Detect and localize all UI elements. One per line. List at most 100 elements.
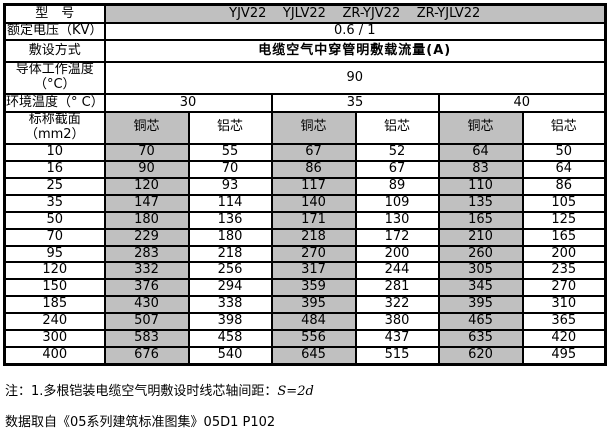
ampacity-cell: 180 [187, 227, 273, 247]
ampacity-cell: 70 [187, 159, 273, 179]
ampacity-cell: 235 [521, 261, 607, 281]
ampacity-cell: 380 [354, 312, 440, 332]
ampacity-cell: 70 [103, 142, 190, 162]
conductor-temp-label: 导体工作温度（°C） [3, 61, 106, 95]
ampacity-cell: 395 [270, 295, 357, 315]
ampacity-cell: 583 [103, 329, 190, 349]
ampacity-cell: 55 [187, 142, 273, 162]
ambient-35: 35 [270, 93, 440, 113]
ampacity-cell: 281 [354, 278, 440, 298]
table-row: 95 283 218 270 200 260 200 [3, 244, 607, 264]
ampacity-cell: 398 [187, 312, 273, 332]
size-cell: 240 [3, 312, 106, 332]
ambient-30: 30 [103, 93, 273, 113]
conductor-temp-value: 90 [103, 61, 607, 95]
size-cell: 185 [3, 295, 106, 315]
ampacity-cell: 105 [521, 193, 607, 213]
ampacity-cell: 676 [103, 346, 190, 366]
ampacity-cell: 180 [103, 210, 190, 230]
ampacity-cell: 200 [354, 244, 440, 264]
table-row: 10 70 55 67 52 64 50 [3, 142, 607, 162]
ampacity-cell: 114 [187, 193, 273, 213]
ampacity-cell: 256 [187, 261, 273, 281]
conductor-temp-row: 导体工作温度（°C） 90 [3, 61, 607, 95]
ampacity-cell: 484 [270, 312, 357, 332]
table-row: 35 147 114 140 109 135 105 [3, 193, 607, 213]
ampacity-cell: 310 [521, 295, 607, 315]
size-cell: 16 [3, 159, 106, 179]
ampacity-cell: 90 [103, 159, 190, 179]
voltage-label: 额定电压（KV） [3, 22, 106, 41]
ampacity-cell: 430 [103, 295, 190, 315]
ampacity-cell: 200 [521, 244, 607, 264]
ampacity-cell: 86 [521, 176, 607, 196]
model-row: 型 号 YJV22 YJLV22 ZR-YJV22 ZR-YJLV22 [3, 3, 607, 24]
ampacity-cell: 125 [521, 210, 607, 230]
note-source: 数据取自《05系列建筑标准图集》05D1 P102 [5, 415, 276, 431]
ampacity-cell: 495 [521, 346, 607, 366]
ampacity-cell: 165 [437, 210, 524, 230]
ampacity-cell: 317 [270, 261, 357, 281]
core-cu-40: 铜芯 [437, 111, 524, 145]
ampacity-cell: 338 [187, 295, 273, 315]
ampacity-cell: 645 [270, 346, 357, 366]
ampacity-cell: 218 [270, 227, 357, 247]
core-cu-30: 铜芯 [103, 111, 190, 145]
ampacity-cell: 172 [354, 227, 440, 247]
section-label: 标称截面（mm2） [3, 111, 106, 145]
ampacity-cell: 210 [437, 227, 524, 247]
ambient-40: 40 [437, 93, 607, 113]
size-cell: 25 [3, 176, 106, 196]
core-header-row: 标称截面（mm2） 铜芯 铝芯 铜芯 铝芯 铜芯 铝芯 [3, 111, 607, 145]
ampacity-cell: 465 [437, 312, 524, 332]
table-row: 16 90 70 86 67 83 64 [3, 159, 607, 179]
ampacity-cell: 136 [187, 210, 273, 230]
ampacity-cell: 130 [354, 210, 440, 230]
size-cell: 400 [3, 346, 106, 366]
ampacity-cell: 83 [437, 159, 524, 179]
ampacity-cell: 64 [437, 142, 524, 162]
ampacity-cell: 109 [354, 193, 440, 213]
table-row: 150 376 294 359 281 345 270 [3, 278, 607, 298]
table-title: 电缆空气中穿管明敷载流量(A) [103, 39, 607, 63]
ampacity-cell: 420 [521, 329, 607, 349]
ampacity-cell: 67 [354, 159, 440, 179]
ampacity-cell: 140 [270, 193, 357, 213]
core-al-40: 铝芯 [521, 111, 607, 145]
ampacity-cell: 458 [187, 329, 273, 349]
ampacity-cell: 332 [103, 261, 190, 281]
ampacity-cell: 67 [270, 142, 357, 162]
voltage-value: 0.6 / 1 [103, 22, 607, 41]
size-cell: 50 [3, 210, 106, 230]
table-row: 185 430 338 395 322 395 310 [3, 295, 607, 315]
ampacity-cell: 165 [521, 227, 607, 247]
model-label: 型 号 [3, 3, 106, 24]
ambient-temp-label: 环境温度（° C） [3, 93, 106, 113]
table-row: 25 120 93 117 89 110 86 [3, 176, 607, 196]
ampacity-cell: 218 [187, 244, 273, 264]
table-row: 300 583 458 556 437 635 420 [3, 329, 607, 349]
note-spacing-text: 注：1.多根铠装电缆空气明敷设时线芯轴间距： [5, 384, 278, 400]
size-cell: 70 [3, 227, 106, 247]
table-row: 400 676 540 645 515 620 495 [3, 346, 607, 366]
ampacity-cell: 135 [437, 193, 524, 213]
ampacity-cell: 270 [521, 278, 607, 298]
note-spacing-formula: S=2d [277, 384, 314, 400]
size-cell: 10 [3, 142, 106, 162]
footnotes: 注：1.多根铠装电缆空气明敷设时线芯轴间距：S=2d 数据取自《05系列建筑标准… [5, 380, 607, 430]
ampacity-cell: 507 [103, 312, 190, 332]
size-cell: 35 [3, 193, 106, 213]
core-al-35: 铝芯 [354, 111, 440, 145]
table-row: 120 332 256 317 244 305 235 [3, 261, 607, 281]
ampacity-cell: 110 [437, 176, 524, 196]
ampacity-cell: 147 [103, 193, 190, 213]
ampacity-cell: 52 [354, 142, 440, 162]
ampacity-cell: 93 [187, 176, 273, 196]
size-cell: 150 [3, 278, 106, 298]
ampacity-rows: 10 70 55 67 52 64 50 16 90 70 86 67 83 64 25 120 93 117 89… [3, 142, 607, 366]
ampacity-cell: 359 [270, 278, 357, 298]
laying-label: 敷设方式 [3, 39, 106, 63]
ampacity-cell: 117 [270, 176, 357, 196]
cable-ampacity-table: 型 号 YJV22 YJLV22 ZR-YJV22 ZR-YJLV22 额定电压… [3, 3, 607, 367]
table-row: 240 507 398 484 380 465 365 [3, 312, 607, 332]
